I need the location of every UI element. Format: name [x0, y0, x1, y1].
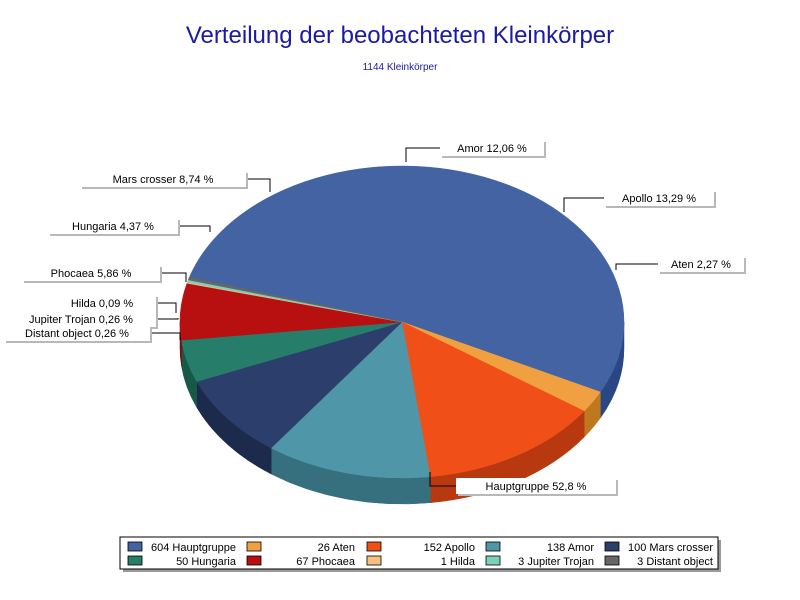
slice-label-apollo: Apollo 13,29 %: [604, 190, 716, 208]
legend-item-mars-crosser: 100 Mars crosser: [604, 541, 713, 554]
leader-line-hilda: [156, 302, 177, 313]
leader-line-hungaria: [178, 225, 211, 232]
slice-label-aten: Aten 2,27 %: [658, 256, 746, 274]
legend-label: 138 Amor: [547, 542, 594, 554]
legend-label: 604 Hauptgruppe: [151, 542, 236, 554]
legend-swatch: [604, 555, 620, 566]
svg-text:Apollo 13,29 %: Apollo 13,29 %: [622, 193, 696, 205]
pie-slice-mars-crosser: [196, 321, 403, 449]
legend-swatch: [127, 541, 143, 552]
svg-text:Mars crosser 8,74 %: Mars crosser 8,74 %: [113, 174, 214, 186]
legend-item-hilda: 1 Hilda: [366, 555, 476, 568]
slice-label-hungaria: Hungaria 4,37 %: [48, 218, 180, 236]
legend-item-hauptgruppe: 604 Hauptgruppe: [127, 541, 236, 554]
pie-top: [179, 165, 625, 479]
slice-label-hilda: Hilda 0,09 %: [48, 295, 158, 313]
leader-line-aten: [615, 263, 658, 270]
legend-item-aten: 26 Aten: [246, 541, 355, 554]
slice-labels: Hauptgruppe 52,8 % Aten 2,27 % Apollo 13,2…: [4, 140, 746, 496]
svg-text:Jupiter Trojan 0,26 %: Jupiter Trojan 0,26 %: [29, 314, 133, 326]
svg-text:Amor 12,06 %: Amor 12,06 %: [457, 143, 527, 155]
legend-swatch: [246, 555, 262, 566]
pie-slice-apollo: [401, 321, 585, 477]
legend-swatch: [127, 555, 143, 566]
leader-line-mars-crosser: [246, 178, 271, 192]
legend-item-jupiter-trojan: 3 Jupiter Trojan: [485, 555, 594, 568]
slice-label-hauptgruppe: Hauptgruppe 52,8 %: [456, 478, 618, 496]
chart-subtitle: 1144 Kleinkörper: [362, 62, 438, 73]
legend-label: 100 Mars crosser: [628, 542, 713, 554]
legend-item-distant-object: 3 Distant object: [604, 555, 713, 568]
pie-slice-distant-object: [187, 277, 403, 323]
slice-label-distant-object: Distant object 0,26 %: [4, 325, 152, 343]
legend-label: 67 Phocaea: [296, 556, 356, 568]
svg-text:Hauptgruppe 52,8 %: Hauptgruppe 52,8 %: [486, 481, 587, 493]
svg-text:Phocaea 5,86 %: Phocaea 5,86 %: [51, 268, 132, 280]
leader-line-hauptgruppe: [429, 472, 456, 487]
svg-text:Aten 2,27 %: Aten 2,27 %: [671, 259, 731, 271]
legend-label: 1 Hilda: [441, 556, 476, 568]
leader-line-amor: [405, 147, 440, 162]
legend-item-hungaria: 50 Hungaria: [127, 555, 237, 568]
legend-swatch: [366, 555, 382, 566]
svg-text:Hungaria 4,37 %: Hungaria 4,37 %: [72, 221, 154, 233]
legend-label: 152 Apollo: [424, 542, 475, 554]
legend-swatch: [604, 541, 620, 552]
slice-label-amor: Amor 12,06 %: [440, 140, 546, 158]
chart-title: Verteilung der beobachteten Kleinkörper: [185, 22, 615, 49]
legend-swatch: [366, 541, 382, 552]
legend-swatch: [246, 541, 262, 552]
svg-text:Hilda 0,09 %: Hilda 0,09 %: [71, 298, 134, 310]
legend-label: 3 Distant object: [637, 556, 713, 568]
legend-swatch: [485, 541, 501, 552]
legend-item-amor: 138 Amor: [485, 541, 594, 554]
slice-label-mars-crosser: Mars crosser 8,74 %: [80, 171, 248, 189]
leader-line-phocaea: [160, 272, 187, 282]
leader-lines: [150, 147, 658, 487]
pie-slice-amor: [270, 321, 431, 479]
legend-item-phocaea: 67 Phocaea: [246, 555, 356, 568]
legend-swatch: [485, 555, 501, 566]
legend-label: 26 Aten: [318, 542, 355, 554]
leader-line-apollo: [563, 197, 604, 212]
legend-label: 3 Jupiter Trojan: [518, 556, 594, 568]
leader-line-distant-object: [150, 332, 181, 340]
legend-label: 50 Hungaria: [176, 556, 237, 568]
svg-text:Distant object 0,26 %: Distant object 0,26 %: [25, 328, 129, 340]
slice-label-phocaea: Phocaea 5,86 %: [22, 265, 162, 283]
legend-item-apollo: 152 Apollo: [366, 541, 475, 554]
pie-slice-hauptgruppe: [188, 165, 625, 393]
leader-line-jupiter-trojan: [156, 318, 179, 320]
legend: 604 Hauptgruppe 26 Aten 152 Apollo 138 Amor…: [119, 536, 721, 572]
